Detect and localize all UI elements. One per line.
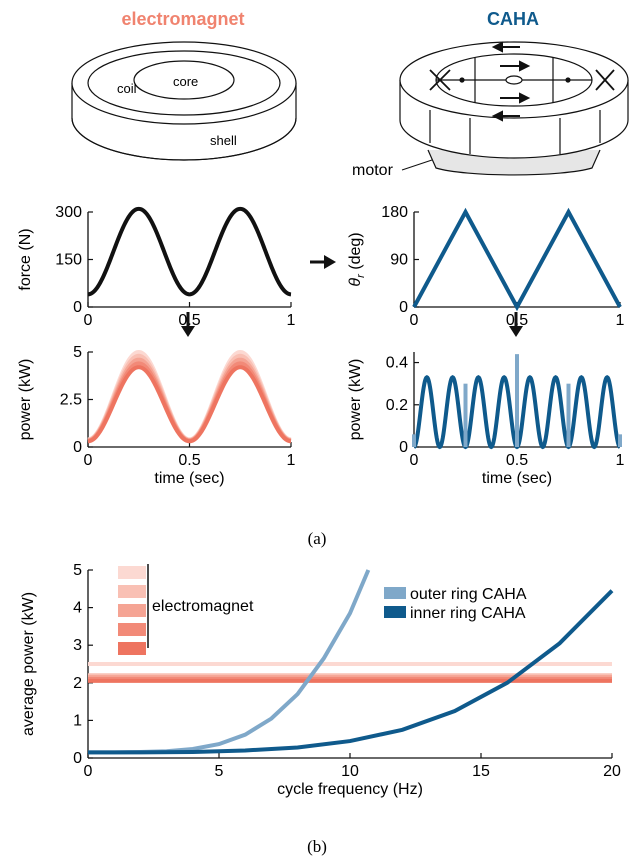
y-axis-label: power (kW): [17, 359, 34, 441]
power-line-2: [87, 353, 292, 442]
electromagnet-legend-label: electromagnet: [152, 598, 254, 615]
x-axis-label: time (sec): [154, 470, 224, 487]
core-label: core: [173, 74, 198, 89]
electromagnet-force-plot: 0 0.5 1 0 150 300 force (N): [17, 204, 296, 329]
angle-line: [412, 207, 622, 312]
x-tick-label: 1: [287, 452, 296, 469]
x-tick-label: 1: [287, 312, 296, 329]
flow-arrows: [181, 255, 523, 337]
caha-arrows: [491, 41, 531, 122]
y-tick-label: 90: [390, 252, 408, 269]
electromagnet-diagram: [71, 41, 297, 161]
x-tick-label: 15: [472, 763, 490, 780]
power-line-4: [87, 361, 292, 443]
y-tick-label: 0: [73, 439, 82, 456]
series-line-2: [88, 589, 614, 755]
y-tick-label: 0: [399, 299, 408, 316]
y-tick-label: 4: [73, 600, 82, 617]
y-tick-label: 180: [381, 204, 408, 221]
x-tick-label: 1: [616, 312, 625, 329]
y-axis-label: power (kW): [347, 359, 364, 441]
y-tick-label: 2.5: [60, 392, 82, 409]
x-tick-label: 0.5: [178, 312, 200, 329]
y-tick-label: 2: [73, 675, 82, 692]
caha-power-plot: 0 0.5 1 0 0.2 0.4 time (sec) power (kW): [347, 352, 625, 487]
y-tick-label: 0: [399, 439, 408, 456]
panel-b-label: (b): [307, 837, 327, 856]
x-tick-label: 5: [215, 763, 224, 780]
x-axis-label: time (sec): [482, 470, 552, 487]
series-legend-swatch: [384, 606, 406, 618]
shell-label: shell: [210, 133, 237, 148]
x-tick-label: 0.5: [178, 452, 200, 469]
electromagnet-title: electromagnet: [121, 9, 244, 29]
y-tick-label: 300: [55, 204, 82, 221]
x-tick-label: 10: [341, 763, 359, 780]
x-tick-label: 1: [616, 452, 625, 469]
y-tick-label: 3: [73, 637, 82, 654]
y-tick-label: 5: [73, 562, 82, 579]
x-axis-label: cycle frequency (Hz): [277, 781, 423, 798]
x-tick-label: 0: [84, 763, 93, 780]
electromagnet-legend-swatch: [118, 566, 146, 579]
panel-a-label: (a): [308, 529, 327, 548]
y-tick-label: 5: [73, 344, 82, 361]
y-tick-label: 0.4: [386, 355, 408, 372]
caha-diagram: [399, 41, 629, 176]
electromagnet-power-plot: 0 0.5 1 0 2.5 5 time (sec) power (kW): [17, 344, 296, 487]
force-line: [87, 206, 292, 297]
x-tick-label: 0: [410, 312, 419, 329]
x-tick-label: 0.5: [506, 452, 528, 469]
y-tick-label: 150: [55, 252, 82, 269]
y-axis-label: force (N): [17, 228, 34, 290]
electromagnet-legend-swatch: [118, 642, 146, 655]
caha-title: CAHA: [487, 9, 539, 29]
series-legend-label: inner ring CAHA: [410, 605, 526, 622]
power-line-3: [87, 357, 292, 443]
series-legend-label: outer ring CAHA: [410, 586, 527, 603]
x-tick-label: 0: [84, 452, 93, 469]
x-tick-label: 0: [84, 312, 93, 329]
series-legend-swatch: [384, 587, 406, 599]
y-tick-label: 1: [73, 712, 82, 729]
caha-angle-plot: 00.51090180θr (deg): [347, 204, 625, 329]
x-tick-label: 0: [410, 452, 419, 469]
y-tick-label: 0: [73, 299, 82, 316]
y-tick-label: 0: [73, 750, 82, 767]
motor-label: motor: [352, 162, 394, 179]
x-tick-label: 20: [603, 763, 621, 780]
average-power-plot: 0 5 10 15 20 0 1 2 3 4 5 cycle frequency (Hz) averag…: [20, 562, 621, 798]
coil-label: coil: [117, 81, 137, 96]
electromagnet-legend-swatch: [118, 623, 146, 636]
motor-pointer: [401, 159, 433, 171]
electromagnet-legend-swatch: [118, 604, 146, 617]
y-tick-label: 0.2: [386, 397, 408, 414]
y-axis-label: average power (kW): [20, 592, 37, 736]
y-axis-label: θr (deg): [347, 232, 367, 286]
electromagnet-legend-swatch: [118, 585, 146, 598]
power-line-5: [87, 365, 292, 444]
